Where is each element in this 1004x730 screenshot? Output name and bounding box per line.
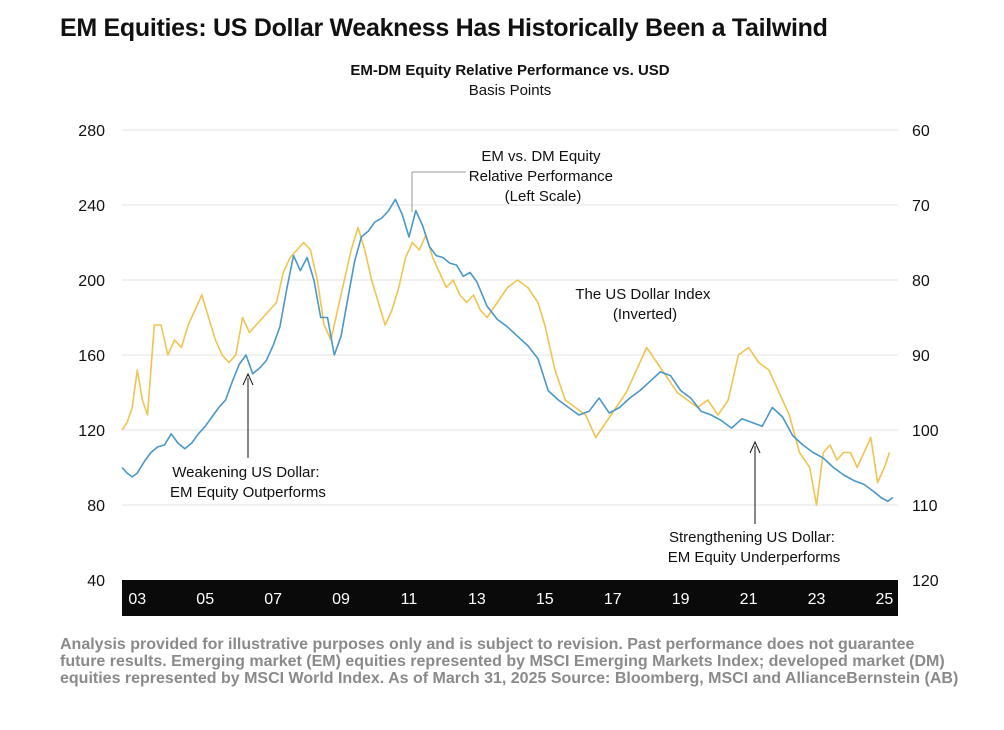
x-tick-label: 17 xyxy=(604,591,622,608)
chart-subtitle: Basis Points xyxy=(468,82,552,99)
chart-title: EM-DM Equity Relative Performance vs. US… xyxy=(350,62,670,79)
x-tick-label: 21 xyxy=(740,591,758,608)
y-right-tick-label: 70 xyxy=(912,198,930,215)
x-axis-bar xyxy=(122,580,898,616)
chart: 280 240 200 160 120 80 40 60 70 80 90 100 110 120 03… xyxy=(78,123,939,616)
x-tick-label: 13 xyxy=(468,591,486,608)
weakening-arrow xyxy=(242,372,254,458)
y-axis-left: 280 240 200 160 120 80 40 xyxy=(78,123,105,590)
page-title: EM Equities: US Dollar Weakness Has Hist… xyxy=(60,14,828,42)
gridlines xyxy=(122,129,898,506)
y-left-tick-label: 40 xyxy=(87,573,105,590)
y-right-tick-label: 120 xyxy=(912,573,939,590)
x-tick-label: 19 xyxy=(672,591,690,608)
y-left-tick-label: 80 xyxy=(87,498,105,515)
y-right-tick-label: 110 xyxy=(912,498,938,515)
y-left-tick-label: 120 xyxy=(78,423,105,440)
em-dm-label: EM vs. DM Equity Relative Performance (L… xyxy=(469,148,617,205)
us-dollar-index-line xyxy=(121,226,891,506)
x-tick-label: 25 xyxy=(876,591,894,608)
x-tick-label: 09 xyxy=(332,591,350,608)
y-left-tick-label: 200 xyxy=(78,273,105,290)
y-left-tick-label: 280 xyxy=(78,123,105,140)
y-right-tick-label: 90 xyxy=(912,348,930,365)
x-tick-label: 23 xyxy=(808,591,826,608)
usd-label: The US Dollar Index (Inverted) xyxy=(575,286,714,323)
x-axis: 03 05 07 09 11 13 15 17 19 21 23 25 xyxy=(128,591,893,608)
em-dm-relative-performance-line xyxy=(121,198,894,503)
y-left-tick-label: 240 xyxy=(78,198,105,215)
x-tick-label: 11 xyxy=(401,591,418,608)
annotations: EM vs. DM Equity Relative Performance (L… xyxy=(170,148,840,566)
weakening-label: Weakening US Dollar: EM Equity Outperfor… xyxy=(170,464,326,501)
x-tick-label: 07 xyxy=(264,591,282,608)
y-right-tick-label: 80 xyxy=(912,273,930,290)
y-right-tick-label: 60 xyxy=(912,123,930,140)
strengthening-arrow xyxy=(749,440,761,524)
series-lines xyxy=(121,198,894,506)
x-tick-label: 15 xyxy=(536,591,554,608)
strengthening-label: Strengthening US Dollar: EM Equity Under… xyxy=(668,529,841,566)
footnote: Analysis provided for illustrative purpo… xyxy=(60,636,959,687)
y-axis-right: 60 70 80 90 100 110 120 xyxy=(912,123,939,590)
x-tick-label: 03 xyxy=(128,591,146,608)
y-left-tick-label: 160 xyxy=(78,348,105,365)
x-tick-label: 05 xyxy=(196,591,214,608)
y-right-tick-label: 100 xyxy=(912,423,939,440)
